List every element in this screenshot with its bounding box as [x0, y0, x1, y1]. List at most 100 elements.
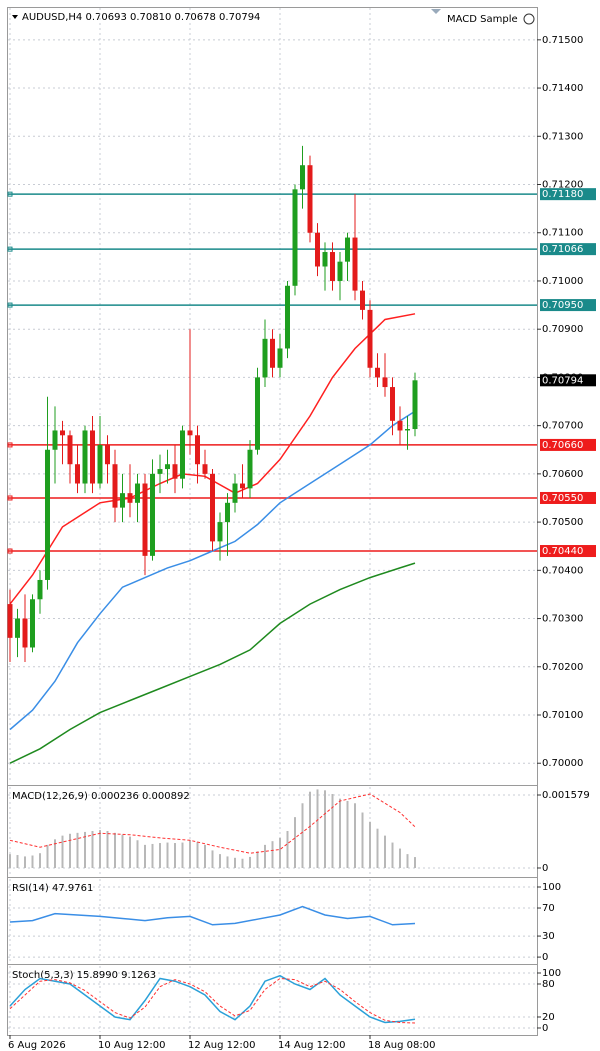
histogram-bar — [76, 832, 79, 868]
last-price-label: 0.70794 — [542, 375, 583, 386]
histogram-bar — [346, 800, 349, 868]
candle-body — [270, 338, 275, 368]
candle-body — [120, 493, 125, 508]
candle-body — [382, 377, 388, 388]
price-level-label: 0.70440 — [542, 546, 583, 557]
price-level-marker — [7, 548, 13, 554]
candle-body — [330, 252, 335, 281]
candle-body — [405, 429, 410, 431]
candle-body — [285, 285, 290, 349]
histogram-bar — [414, 857, 416, 868]
candle-body — [322, 252, 328, 267]
menu-arrow[interactable] — [12, 15, 18, 19]
histogram-bar — [129, 836, 131, 868]
candle-body — [142, 483, 148, 556]
candle-body — [150, 473, 155, 556]
histogram-bar — [339, 798, 341, 868]
price-level-marker — [7, 246, 13, 252]
y-tick-label: 0.71400 — [542, 83, 583, 94]
candle-body — [180, 430, 185, 479]
y-tick-label: 70 — [542, 903, 555, 914]
x-tick-label: 14 Aug 12:00 — [278, 1040, 345, 1051]
histogram-bar — [69, 833, 71, 868]
candle-body — [337, 261, 343, 281]
y-tick-label: 20 — [542, 1012, 555, 1023]
candle-body — [127, 493, 133, 503]
histogram-bar — [189, 840, 191, 868]
candle-body — [67, 435, 73, 465]
candle-body — [75, 464, 80, 484]
y-tick-label: 0.70100 — [542, 710, 583, 721]
histogram-bar — [376, 828, 379, 868]
y-tick-label: 0.71000 — [542, 276, 583, 287]
histogram-bar — [264, 844, 266, 868]
histogram-bar — [249, 856, 251, 868]
pane-title: MACD(12,26,9) 0.000236 0.000892 — [12, 791, 190, 802]
candle-body — [90, 430, 95, 484]
candle-body — [307, 165, 313, 233]
histogram-bar — [174, 843, 176, 868]
histogram-bar — [106, 831, 109, 868]
candle-body — [375, 367, 380, 378]
histogram-bar — [166, 842, 169, 868]
candle-body — [315, 232, 320, 267]
price-level-box — [540, 545, 596, 558]
y-tick-label: 30 — [542, 931, 555, 942]
y-tick-label: 0.71500 — [542, 35, 583, 46]
histogram-bar — [271, 841, 274, 868]
histogram-bar — [399, 848, 401, 868]
histogram-bar — [234, 857, 236, 868]
histogram-bar — [61, 835, 64, 868]
candle-body — [30, 599, 35, 648]
y-tick-label: 0.70400 — [542, 565, 583, 576]
expert-status-icon[interactable] — [523, 13, 535, 25]
histogram-bar — [31, 855, 34, 868]
histogram-bar — [204, 844, 206, 868]
y-tick-label: 0.70600 — [542, 469, 583, 480]
candle-body — [255, 377, 260, 450]
candle-body — [52, 430, 58, 450]
indicator-line — [9, 410, 416, 731]
candle-body — [15, 618, 20, 638]
histogram-bar — [294, 817, 296, 868]
y-tick-label: 0 — [542, 952, 548, 963]
histogram-bar — [84, 831, 86, 868]
chart-frame — [7, 7, 538, 1036]
price-level-marker — [7, 302, 13, 308]
indicator-line — [9, 562, 416, 764]
x-tick-label: 18 Aug 08:00 — [368, 1040, 435, 1051]
histogram-bar — [39, 853, 41, 868]
candle-body — [210, 473, 215, 542]
histogram-bar — [256, 851, 259, 868]
one-click-toggle[interactable] — [431, 9, 441, 14]
candle-body — [247, 449, 253, 489]
pane-title: RSI(14) 47.9761 — [12, 883, 93, 894]
candle-body — [45, 449, 50, 580]
y-tick-label: 0.71100 — [542, 228, 583, 239]
candle-body — [217, 522, 223, 542]
y-tick-label: 0.71200 — [542, 180, 583, 191]
price-level-label: 0.70550 — [542, 493, 583, 504]
histogram-bar — [121, 834, 124, 868]
histogram-bar — [219, 854, 221, 868]
candle-body — [187, 430, 193, 436]
histogram-bar — [159, 843, 161, 868]
candle-body — [367, 309, 373, 368]
histogram-bar — [286, 831, 289, 868]
histogram-bar — [196, 842, 199, 868]
y-tick-label: 0 — [542, 863, 548, 874]
histogram-bar — [316, 789, 319, 868]
candle-body — [172, 464, 178, 479]
histogram-bar — [151, 843, 154, 868]
price-level-marker — [7, 191, 13, 197]
price-level-label: 0.71066 — [542, 244, 583, 255]
candle-body — [7, 604, 13, 638]
histogram-bar — [309, 791, 311, 868]
pane-title: Stoch(5,3,3) 15.8990 9.1263 — [12, 970, 156, 981]
candle-body — [37, 579, 43, 600]
candle-body — [412, 380, 418, 430]
candle-body — [262, 338, 268, 378]
histogram-bar — [241, 858, 244, 868]
